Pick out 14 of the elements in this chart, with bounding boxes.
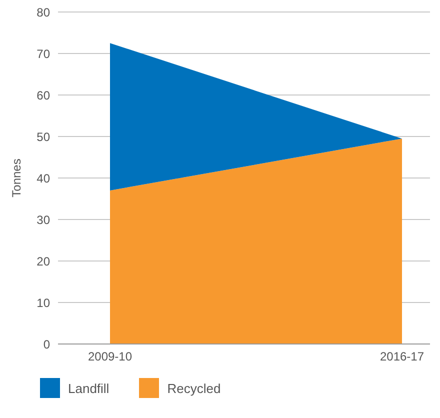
y-tick-label: 40 bbox=[36, 171, 50, 186]
y-tick-label: 50 bbox=[36, 130, 50, 144]
y-axis-title: Tonnes bbox=[9, 158, 24, 198]
legend-label: Recycled bbox=[167, 380, 221, 396]
y-tick-label: 0 bbox=[43, 337, 50, 352]
legend-label: Landfill bbox=[68, 380, 110, 396]
y-tick-label: 60 bbox=[36, 88, 50, 102]
y-tick-label: 10 bbox=[36, 296, 50, 310]
y-tick-label: 20 bbox=[36, 254, 50, 268]
y-tick-label: 30 bbox=[36, 212, 50, 227]
y-tick-label: 70 bbox=[36, 46, 50, 61]
y-tick-label: 80 bbox=[36, 5, 50, 20]
x-tick-label: 2016-17 bbox=[380, 350, 424, 364]
x-tick-label: 2009-10 bbox=[88, 350, 132, 364]
